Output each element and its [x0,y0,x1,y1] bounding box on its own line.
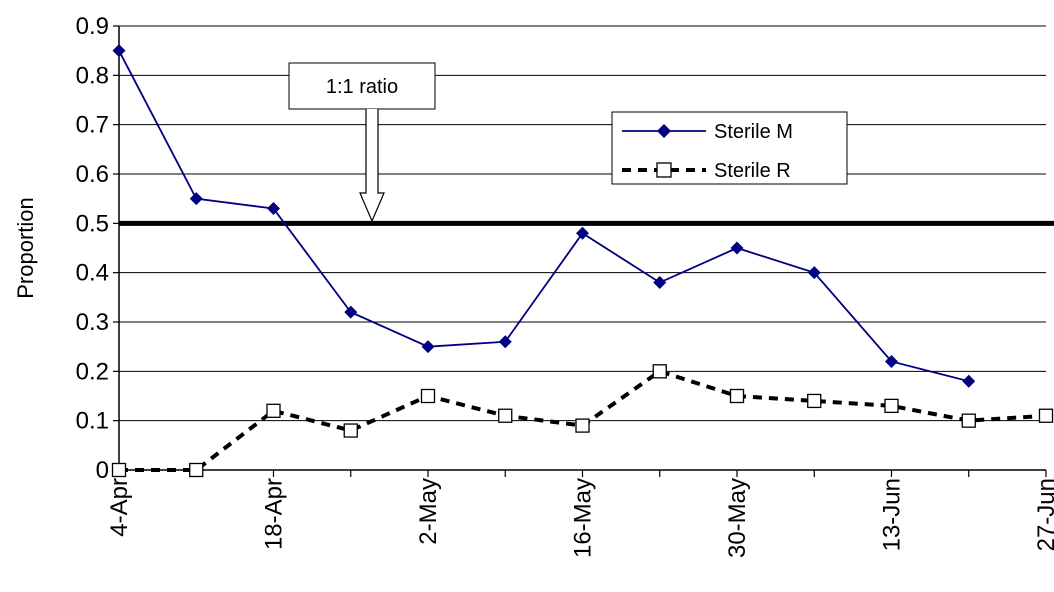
series-sterile-r [111,364,1054,478]
y-tick-label: 0.8 [76,62,109,89]
y-tick-label: 0.5 [76,210,109,237]
legend-marker-sterile-r [656,162,672,178]
x-tick-label: 27-Jun [1033,478,1054,551]
data-point [884,398,899,414]
annotation-box [288,62,436,110]
axes [118,26,1046,471]
series-line [118,50,969,383]
legend-label-sterile-r: Sterile R [714,160,791,182]
data-point [498,335,512,349]
x-tick-label: 16-May [570,478,597,558]
y-tick-label: 0.9 [76,13,109,40]
x-tick-labels: 4-Apr 18-Apr 2-May 16-May 30-May 13-Jun 27-Jun [106,470,1054,558]
legend: Sterile M Sterile R [611,111,848,185]
data-point [807,393,822,409]
data-point [729,388,745,404]
data-point [885,354,898,368]
data-point [189,192,203,206]
y-tick-labels: 0 0.1 0.2 0.3 0.4 0.5 0.6 0.7 0.8 0.9 [76,13,119,484]
data-point [653,276,667,290]
x-tick-label: 18-Apr [261,478,288,550]
annotation-text: 1:1 ratio [326,76,398,98]
y-tick-label: 0.1 [76,408,109,435]
data-point [576,226,589,240]
series-sterile-m [112,44,976,388]
x-tick-label: 2-May [415,478,442,545]
series-group [111,44,1054,478]
data-point [730,241,744,255]
legend-box [611,111,848,185]
data-point [807,266,821,280]
data-point [111,462,127,478]
legend-marker-sterile-m [657,124,671,138]
annotation-arrow [359,109,385,223]
data-point [421,340,435,354]
data-point [344,305,358,319]
x-tick-label: 30-May [724,478,751,558]
y-axis-title: Proportion [13,197,38,299]
y-tick-label: 0 [96,457,109,484]
y-tick-label: 0.3 [76,309,109,336]
x-tick-label: 4-Apr [106,478,133,537]
data-point [266,403,281,418]
data-point [575,418,590,433]
data-point [498,408,513,423]
y-tick-label: 0.6 [76,161,109,188]
data-point [267,202,280,216]
data-point [652,364,667,379]
data-point [112,44,126,58]
y-tick-label: 0.7 [76,112,109,139]
y-tick-label: 0.2 [76,358,109,385]
legend-label-sterile-m: Sterile M [714,121,793,143]
data-point [961,413,976,428]
x-tick-label: 13-Jun [879,478,906,551]
data-point [1038,408,1054,423]
data-point [189,462,204,478]
annotation-group: 1:1 ratio [288,62,436,223]
data-point [420,388,436,404]
y-tick-label: 0.4 [76,260,109,287]
data-point [343,423,358,438]
data-point [962,374,976,388]
